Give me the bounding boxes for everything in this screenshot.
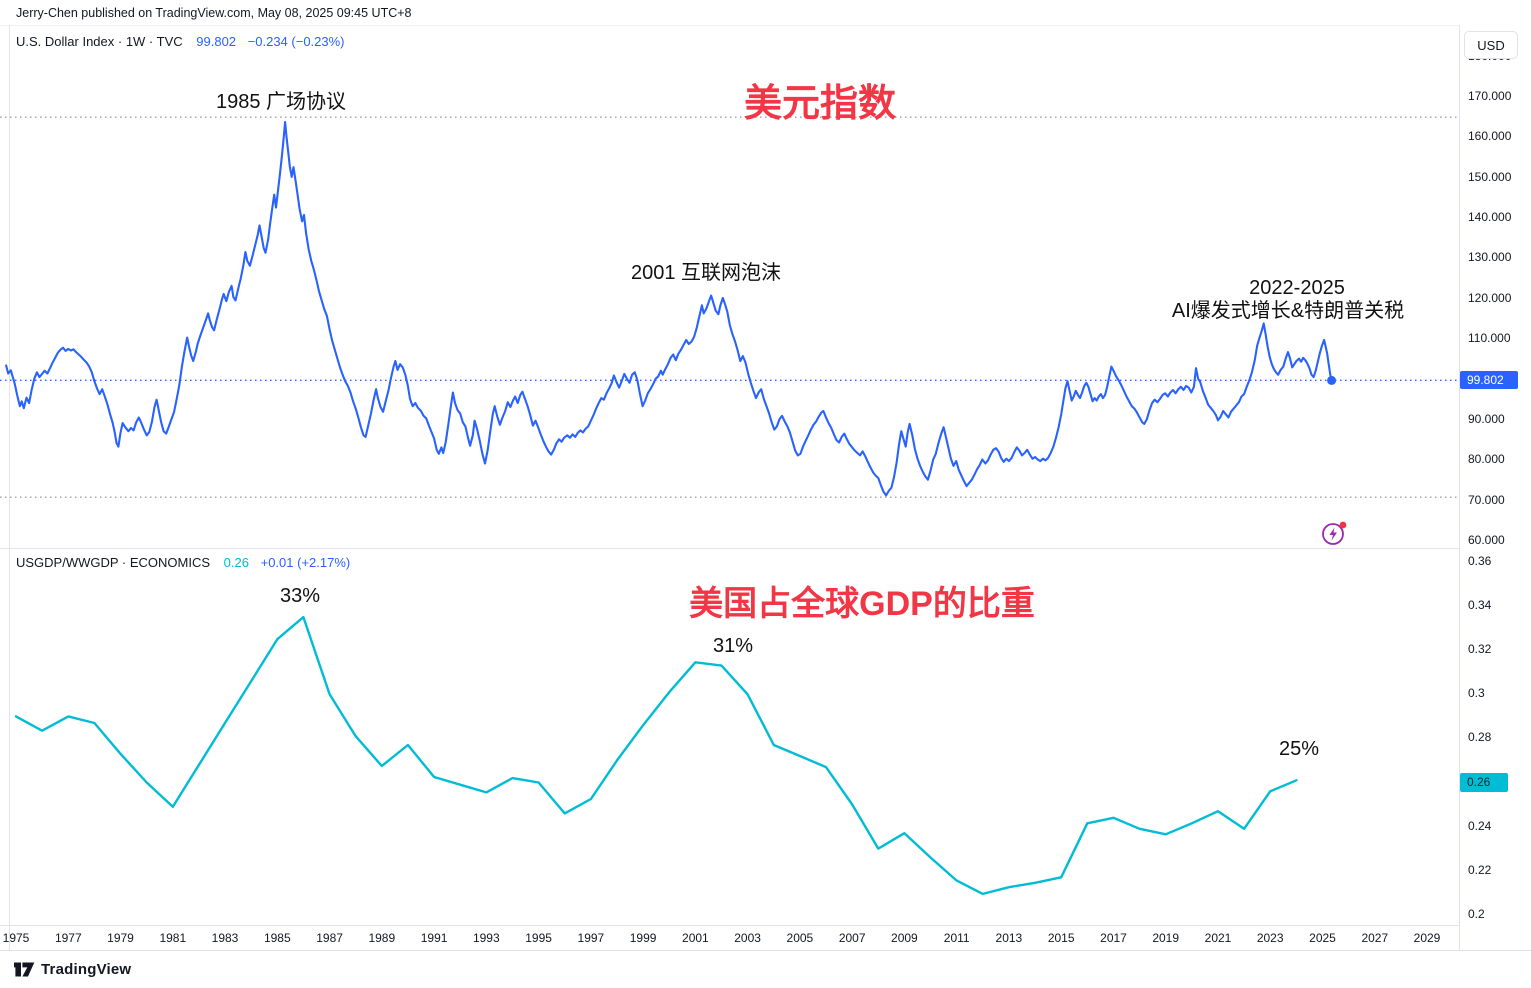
x-axis-year-label: 2003 bbox=[734, 931, 761, 945]
y-axis-tick-label: 0.2 bbox=[1468, 906, 1485, 921]
right-price-axis[interactable]: 99.802 0.26 180.000170.000160.000150.000… bbox=[1459, 25, 1531, 952]
annotation-2022-2025-line1: 2022-2025 bbox=[1249, 277, 1345, 299]
x-axis-year-label: 2009 bbox=[891, 931, 918, 945]
pane1-last-price: 99.802 bbox=[196, 34, 237, 49]
notification-dot-icon bbox=[1339, 521, 1347, 529]
annotation-1985-plaza-accord: 1985 广场协议 bbox=[215, 91, 347, 113]
top-divider bbox=[0, 25, 1531, 26]
x-axis-year-label: 2021 bbox=[1204, 931, 1232, 945]
x-axis-year-label: 2001 bbox=[682, 931, 709, 945]
y-axis-tick-label: 170.000 bbox=[1468, 89, 1512, 103]
x-axis-year-label: 2015 bbox=[1047, 931, 1075, 945]
x-axis-year-label: 1975 bbox=[2, 931, 30, 945]
pane2-symbol-title[interactable]: USGDP/WWGDP · ECONOMICS bbox=[16, 555, 211, 570]
pane2-value-badge: 0.26 bbox=[1460, 772, 1508, 792]
annotation-31-percent: 31% bbox=[712, 635, 754, 657]
y-axis-tick-label: 120.000 bbox=[1468, 290, 1512, 305]
y-axis-tick-label: 150.000 bbox=[1468, 169, 1512, 184]
chart-plot-area[interactable]: U.S. Dollar Index · 1W · TVC 99.802 −0.2… bbox=[0, 25, 1458, 952]
pane2-legend[interactable]: USGDP/WWGDP · ECONOMICS 0.26 +0.01 (+2.1… bbox=[16, 555, 350, 570]
footer-bar: TradingView bbox=[0, 953, 1531, 988]
pane1-price-badge: 99.802 bbox=[1460, 371, 1518, 390]
x-axis-year-label: 1991 bbox=[420, 931, 448, 945]
lightning-bolt-icon bbox=[1329, 527, 1337, 541]
pane1-legend[interactable]: U.S. Dollar Index · 1W · TVC 99.802 −0.2… bbox=[16, 34, 345, 49]
x-axis-year-label: 1999 bbox=[629, 931, 657, 945]
annotation-25-percent: 25% bbox=[1278, 738, 1320, 760]
y-axis-tick-label: 0.3 bbox=[1468, 686, 1485, 701]
attribution-text: Jerry-Chen published on TradingView.com,… bbox=[16, 6, 412, 20]
y-axis-tick-label: 0.24 bbox=[1468, 818, 1492, 833]
pane1-change: −0.234 (−0.23%) bbox=[247, 34, 345, 49]
y-axis-tick-label: 110.000 bbox=[1468, 331, 1511, 346]
x-axis-year-label: 2029 bbox=[1413, 931, 1441, 945]
x-axis-year-label: 2011 bbox=[943, 931, 970, 945]
x-axis-year-label: 1995 bbox=[525, 931, 552, 945]
y-axis-tick-label: 70.000 bbox=[1468, 492, 1505, 507]
usd-index-last-point-marker bbox=[1327, 375, 1337, 385]
x-axis-year-label: 1989 bbox=[368, 931, 396, 945]
y-axis-tick-label: 130.000 bbox=[1468, 250, 1512, 265]
gdp-share-pane[interactable] bbox=[0, 548, 1458, 952]
y-axis-tick-label: 140.000 bbox=[1468, 210, 1512, 225]
y-axis-tick-label: 60.000 bbox=[1468, 533, 1505, 547]
tradingview-brand-text: TradingView bbox=[41, 961, 132, 978]
pane1-symbol-title[interactable]: U.S. Dollar Index · 1W · TVC bbox=[16, 34, 183, 49]
y-axis-tick-label: 0.22 bbox=[1468, 862, 1492, 877]
x-axis-year-label: 1985 bbox=[263, 931, 291, 945]
annotation-2022-2025-line2: AI爆发式增长&特朗普关税 bbox=[1171, 300, 1405, 322]
x-axis-year-label: 2007 bbox=[838, 931, 866, 945]
usd-index-pane[interactable] bbox=[0, 25, 1458, 548]
time-axis[interactable]: 1975 1977 1979 1981 1983 1985 1987 1989 1991 1993… bbox=[0, 925, 1531, 950]
y-axis-tick-label: 0.34 bbox=[1468, 598, 1492, 613]
x-axis-year-label: 1993 bbox=[472, 931, 500, 945]
x-axis-year-label: 2017 bbox=[1100, 931, 1127, 945]
x-axis-year-label: 1981 bbox=[159, 931, 187, 945]
x-axis-year-label: 2025 bbox=[1309, 931, 1336, 945]
plot-left-border bbox=[9, 25, 10, 952]
xaxis-top-border bbox=[0, 925, 1531, 926]
tradingview-logo-icon bbox=[14, 962, 35, 977]
x-axis-year-label: 2027 bbox=[1361, 931, 1389, 945]
pane2-title-annotation: 美国占全球GDP的比重 bbox=[689, 585, 1035, 623]
pane2-last-value: 0.26 bbox=[223, 555, 249, 570]
y-axis-tick-label: 0.28 bbox=[1468, 730, 1492, 745]
gdp-share-line-series[interactable] bbox=[14, 615, 1298, 896]
annotation-2001-dotcom-bubble: 2001 互联网泡沫 bbox=[630, 262, 782, 284]
x-axis-year-label: 1977 bbox=[54, 931, 82, 945]
currency-unit-button[interactable]: USD bbox=[1464, 31, 1518, 59]
y-axis-tick-label: 80.000 bbox=[1468, 452, 1505, 467]
x-axis-year-label: 1997 bbox=[577, 931, 605, 945]
x-axis-year-label: 1987 bbox=[316, 931, 343, 945]
y-axis-tick-label: 160.000 bbox=[1468, 129, 1512, 144]
annotation-33-percent: 33% bbox=[279, 585, 321, 607]
x-axis-year-label: 2005 bbox=[786, 931, 814, 945]
y-axis-tick-label: 90.000 bbox=[1468, 411, 1505, 426]
spark-lightning-button[interactable] bbox=[1320, 519, 1348, 547]
x-axis-year-label: 2023 bbox=[1256, 931, 1284, 945]
tradingview-logo[interactable]: TradingView bbox=[14, 961, 131, 978]
pane-separator bbox=[0, 548, 1531, 549]
x-axis-year-label: 2019 bbox=[1152, 931, 1180, 945]
spark-circle-icon bbox=[1322, 523, 1344, 545]
pane1-title-annotation: 美元指数 bbox=[743, 83, 897, 125]
x-axis-year-label: 2013 bbox=[995, 931, 1023, 945]
pane2-change: +0.01 (+2.17%) bbox=[260, 555, 351, 570]
y-axis-tick-label: 0.32 bbox=[1468, 642, 1492, 657]
usd-index-line-series[interactable] bbox=[5, 120, 1333, 497]
x-axis-year-label: 1983 bbox=[211, 931, 239, 945]
x-axis-year-label: 1979 bbox=[107, 931, 134, 945]
y-axis-tick-label: 0.36 bbox=[1468, 554, 1492, 568]
